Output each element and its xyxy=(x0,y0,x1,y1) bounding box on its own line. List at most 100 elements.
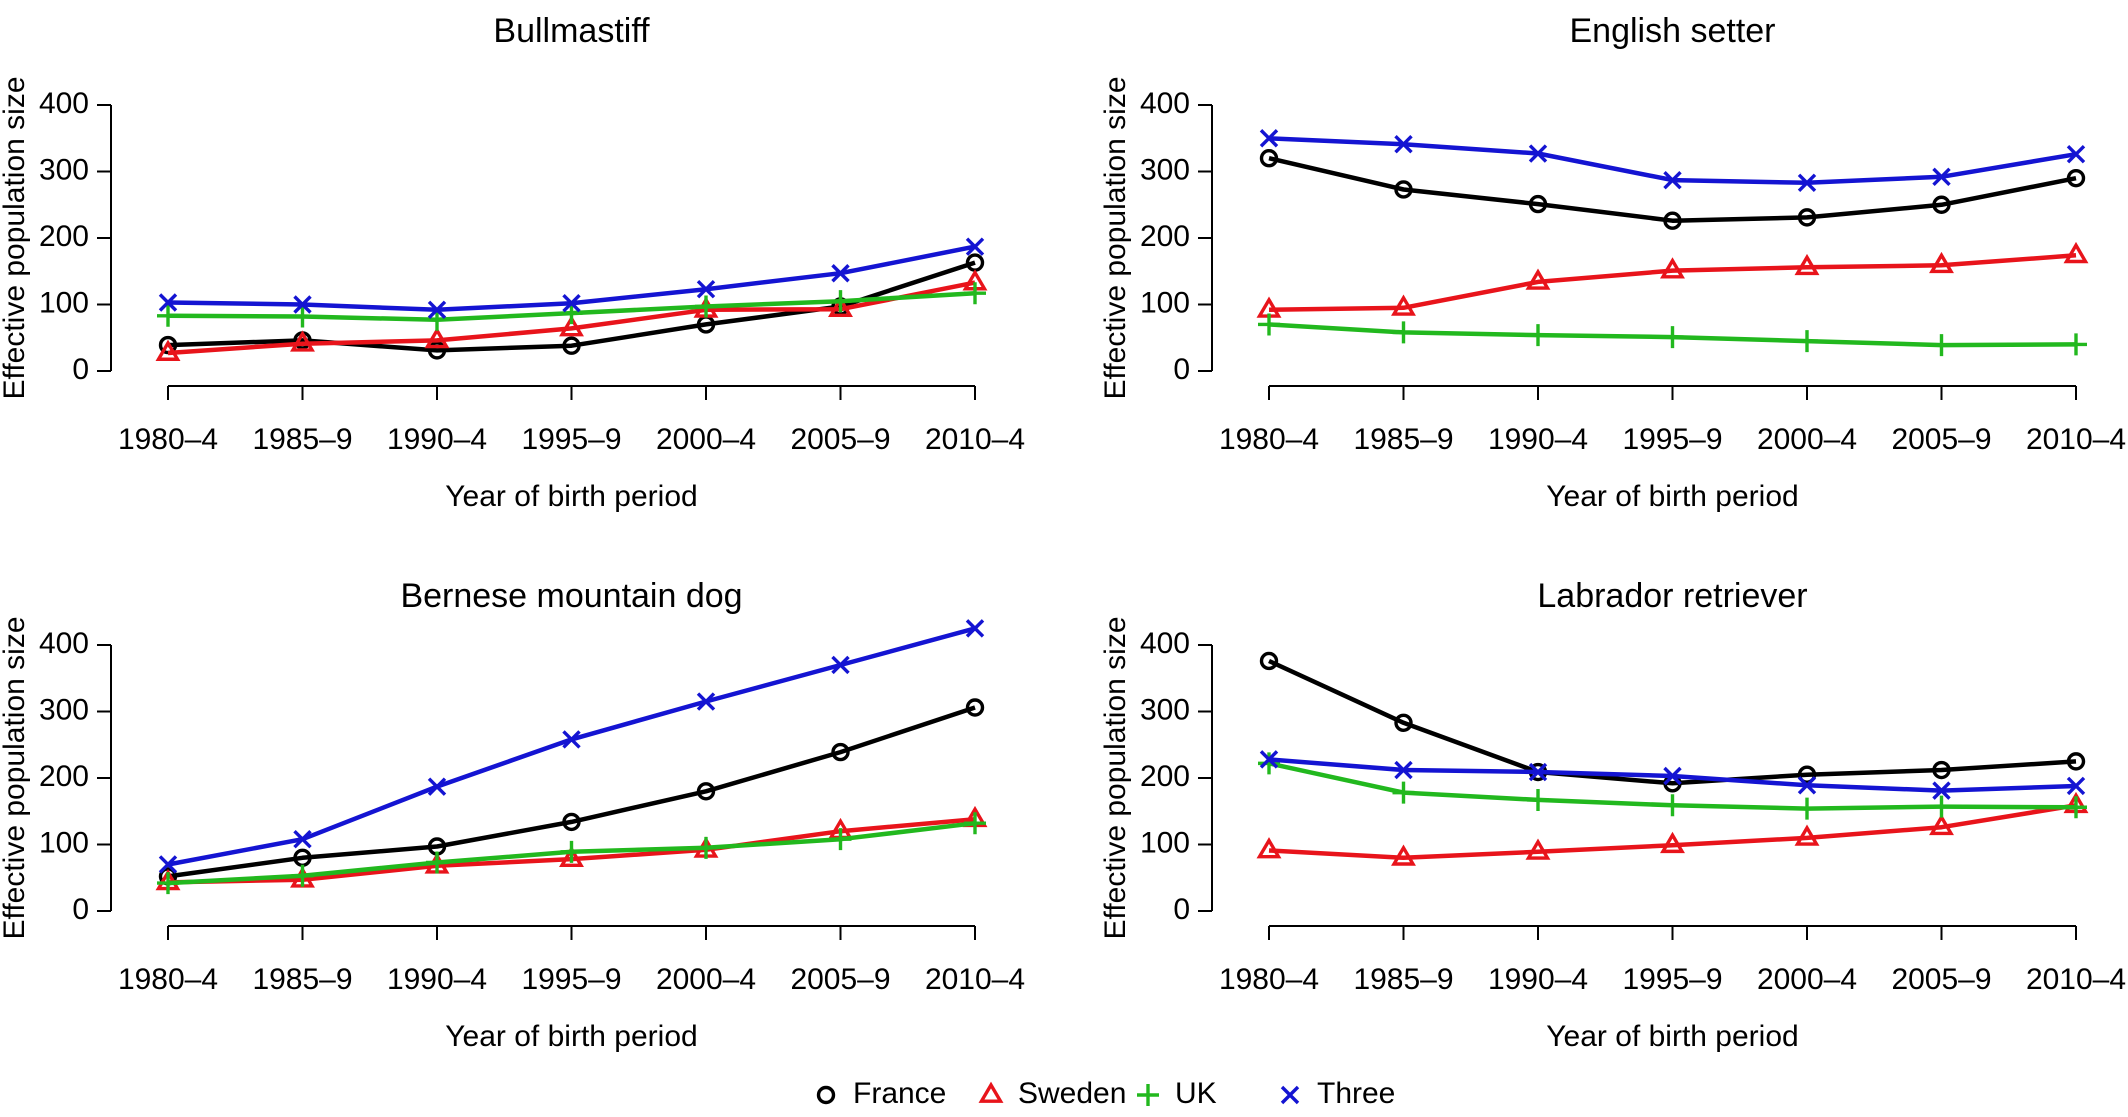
data-point xyxy=(1663,170,1682,190)
x-tick-label: 1980–4 xyxy=(118,963,218,996)
data-point xyxy=(291,305,314,328)
series-france xyxy=(158,698,985,886)
data-point xyxy=(1258,752,1280,775)
panel-1: Bullmastiff 0 100 200 300 400 Effective popula… xyxy=(0,12,1025,513)
data-point xyxy=(1392,321,1415,344)
x-tick-label: 1995–9 xyxy=(1622,423,1722,456)
data-point xyxy=(1394,713,1413,733)
data-point xyxy=(2066,776,2086,796)
data-point xyxy=(1794,253,1820,276)
data-point xyxy=(562,336,581,355)
y-tick-label: 200 xyxy=(39,220,89,253)
panel-title: Bernese mountain dog xyxy=(400,577,742,615)
series-three xyxy=(1259,129,2086,193)
data-point xyxy=(157,304,179,327)
series-france xyxy=(1259,148,2086,230)
data-point xyxy=(559,315,584,337)
x-tick-label: 2005–9 xyxy=(1891,963,1991,996)
data-point xyxy=(426,308,448,331)
data-point xyxy=(828,295,853,318)
y-tick-label: 400 xyxy=(1140,627,1190,660)
x-tick-label: 2005–9 xyxy=(1891,423,1991,456)
data-point xyxy=(1932,195,1951,214)
data-point xyxy=(2066,752,2086,771)
series-three xyxy=(158,237,985,320)
data-point xyxy=(1525,838,1551,860)
series-line xyxy=(1268,253,2077,313)
series-sweden xyxy=(1256,241,2089,318)
data-point xyxy=(427,341,447,360)
data-point xyxy=(1930,795,1953,818)
data-point xyxy=(964,812,986,835)
y-axis-label: Effective population size xyxy=(0,77,31,400)
data-point xyxy=(1394,135,1413,154)
data-point xyxy=(1660,257,1685,279)
x-tick-label: 1980–4 xyxy=(1219,963,1319,996)
y-tick-label: 0 xyxy=(1173,893,1190,926)
panel-title: Bullmastiff xyxy=(493,12,650,50)
data-point xyxy=(695,295,717,318)
data-point xyxy=(1932,167,1951,187)
x-tick-label: 1990–4 xyxy=(1488,963,1588,996)
data-point xyxy=(1663,211,1682,230)
x-tick-label: 2005–9 xyxy=(790,423,890,456)
x-tick-label: 2000–4 xyxy=(1757,423,1857,456)
legend-item-three: Three xyxy=(1280,1077,1395,1110)
data-point xyxy=(1661,794,1684,817)
legend-label: UK xyxy=(1175,1077,1217,1110)
data-point xyxy=(562,730,581,749)
data-point xyxy=(427,777,447,796)
x-tick-label: 2010–4 xyxy=(2026,423,2126,456)
data-point xyxy=(965,698,985,717)
data-point xyxy=(1929,251,1954,274)
data-point xyxy=(695,836,717,859)
data-point xyxy=(424,327,450,349)
data-point xyxy=(1392,781,1415,804)
x-tick-label: 1985–9 xyxy=(1353,963,1453,996)
data-point xyxy=(1391,294,1416,316)
y-tick-label: 300 xyxy=(1140,693,1190,726)
data-point xyxy=(1394,760,1413,780)
data-point xyxy=(427,300,447,320)
legend-marker xyxy=(1280,1085,1300,1105)
data-point xyxy=(831,655,850,675)
data-point xyxy=(1391,844,1416,866)
y-axis-label: Effective population size xyxy=(1099,617,1132,940)
y-axis-label: Effective population size xyxy=(1099,77,1132,400)
series-line xyxy=(1268,803,2077,861)
data-point xyxy=(1932,760,1951,780)
series-uk xyxy=(1258,752,2087,820)
data-point xyxy=(1528,194,1548,214)
data-point xyxy=(1663,766,1682,786)
x-axis-label: Year of birth period xyxy=(445,1020,697,1053)
data-point xyxy=(1797,765,1817,784)
x-axis-label: Year of birth period xyxy=(1546,1020,1798,1053)
x-tick-label: 1985–9 xyxy=(1353,423,1453,456)
data-point xyxy=(1394,180,1413,199)
data-point xyxy=(964,282,986,305)
x-tick-label: 1980–4 xyxy=(1219,423,1319,456)
data-point xyxy=(1796,797,1818,820)
x-tick-label: 1985–9 xyxy=(252,423,352,456)
data-point xyxy=(1527,324,1549,347)
y-tick-label: 300 xyxy=(1140,153,1190,186)
x-tick-label: 1995–9 xyxy=(1622,963,1722,996)
y-axis-label: Effective population size xyxy=(0,617,31,940)
series-uk xyxy=(1258,313,2087,357)
legend: France Sweden UK Three xyxy=(816,1077,1395,1110)
y-tick-label: 100 xyxy=(39,286,89,319)
data-point xyxy=(1528,144,1548,163)
data-point xyxy=(559,845,584,868)
x-tick-label: 2000–4 xyxy=(1757,963,1857,996)
data-point xyxy=(1930,334,1953,357)
x-tick-label: 1980–4 xyxy=(118,423,218,456)
data-point xyxy=(2063,241,2089,264)
x-tick-label: 1990–4 xyxy=(1488,423,1588,456)
data-point xyxy=(155,339,181,361)
data-point xyxy=(829,290,852,313)
legend-label: Sweden xyxy=(1018,1077,1126,1110)
x-tick-label: 2000–4 xyxy=(656,423,756,456)
data-point xyxy=(290,330,315,352)
